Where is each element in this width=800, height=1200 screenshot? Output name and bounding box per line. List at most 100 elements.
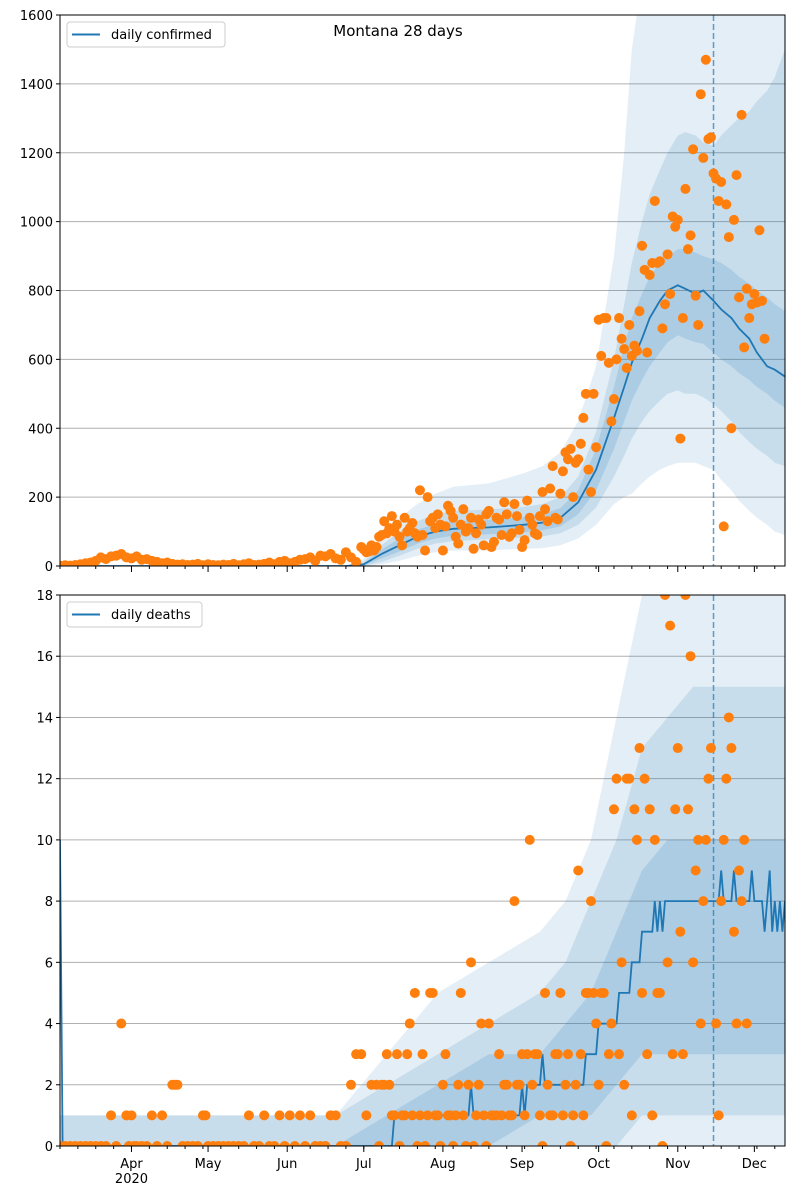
data-point <box>657 323 668 334</box>
data-point <box>695 89 706 100</box>
data-point <box>777 0 787 5</box>
data-point <box>693 319 704 330</box>
data-point <box>455 519 466 530</box>
data-point <box>381 1049 392 1060</box>
data-point <box>294 1110 305 1121</box>
data-point <box>501 1079 512 1090</box>
data-point <box>588 388 599 399</box>
data-point <box>106 1110 117 1121</box>
data-point <box>463 1079 474 1090</box>
data-point <box>565 443 576 454</box>
data-point <box>570 1079 581 1090</box>
data-point <box>466 512 477 523</box>
data-point <box>432 509 443 520</box>
data-point <box>588 987 599 998</box>
data-point <box>654 256 665 267</box>
data-point <box>770 0 780 5</box>
data-point <box>496 530 507 541</box>
data-point <box>494 1049 505 1060</box>
data-point <box>672 214 683 225</box>
data-point <box>716 177 727 188</box>
x-tick-label: Nov <box>665 1157 691 1172</box>
legend: daily deaths <box>66 601 203 628</box>
data-point <box>637 240 648 251</box>
data-point <box>626 1110 637 1121</box>
data-point <box>596 350 607 361</box>
data-point <box>389 1110 400 1121</box>
data-point <box>284 1110 295 1121</box>
data-point <box>422 492 433 503</box>
data-point <box>591 442 602 453</box>
axes-frame <box>59 594 786 1147</box>
data-point <box>146 1110 157 1121</box>
data-point <box>274 1110 285 1121</box>
data-point <box>514 524 525 535</box>
data-point <box>713 1110 724 1121</box>
data-point <box>662 249 673 260</box>
y-tick-label: 800 <box>28 285 53 300</box>
y-tick-label: 0 <box>45 1140 53 1155</box>
data-point <box>603 1049 614 1060</box>
data-point <box>649 834 660 845</box>
data-point <box>399 512 410 523</box>
data-point <box>340 1141 351 1146</box>
data-point <box>675 926 686 937</box>
data-point <box>654 987 665 998</box>
data-point <box>644 804 655 815</box>
data-point <box>639 773 650 784</box>
data-point <box>563 454 574 465</box>
data-point <box>200 1110 211 1121</box>
data-point <box>608 393 619 404</box>
data-point <box>397 540 408 551</box>
data-point <box>450 1110 461 1121</box>
data-point <box>537 1141 548 1146</box>
data-point <box>527 1079 538 1090</box>
data-point <box>542 516 553 527</box>
data-point <box>460 1141 471 1146</box>
data-point <box>162 1141 173 1146</box>
data-point <box>157 1110 168 1121</box>
data-point <box>762 0 772 5</box>
data-point <box>499 497 510 508</box>
data-point <box>573 865 584 876</box>
data-point <box>468 1141 479 1146</box>
data-point <box>754 0 764 5</box>
data-point <box>665 620 676 631</box>
data-point <box>463 523 474 534</box>
data-point <box>509 499 520 510</box>
data-point <box>152 1141 163 1146</box>
data-point <box>734 292 745 303</box>
data-point <box>700 54 711 65</box>
data-point <box>532 530 543 541</box>
data-point <box>585 896 596 907</box>
data-point <box>414 485 425 496</box>
data-point <box>675 433 686 444</box>
data-point <box>611 354 622 365</box>
data-point <box>300 1141 311 1146</box>
data-point <box>391 1049 402 1060</box>
data-point <box>757 295 768 306</box>
data-point <box>739 834 750 845</box>
data-point <box>711 1018 722 1029</box>
data-point <box>407 517 418 528</box>
y-tick-label: 6 <box>45 956 53 971</box>
x-tick-label: Oct <box>587 1157 609 1172</box>
data-point <box>509 896 520 907</box>
data-point <box>580 388 591 399</box>
data-point <box>744 0 754 5</box>
median-line <box>60 284 785 566</box>
data-point <box>468 543 479 554</box>
data-point <box>749 288 760 299</box>
data-point <box>402 1049 413 1060</box>
data-point <box>478 540 489 551</box>
data-point <box>680 595 691 600</box>
data-point <box>752 0 762 5</box>
data-point <box>254 1141 265 1146</box>
data-point <box>555 488 566 499</box>
data-point <box>488 536 499 547</box>
data-point <box>660 595 671 600</box>
data-point <box>422 1110 433 1121</box>
data-point <box>621 362 632 373</box>
y-tick-label: 16 <box>36 650 53 665</box>
